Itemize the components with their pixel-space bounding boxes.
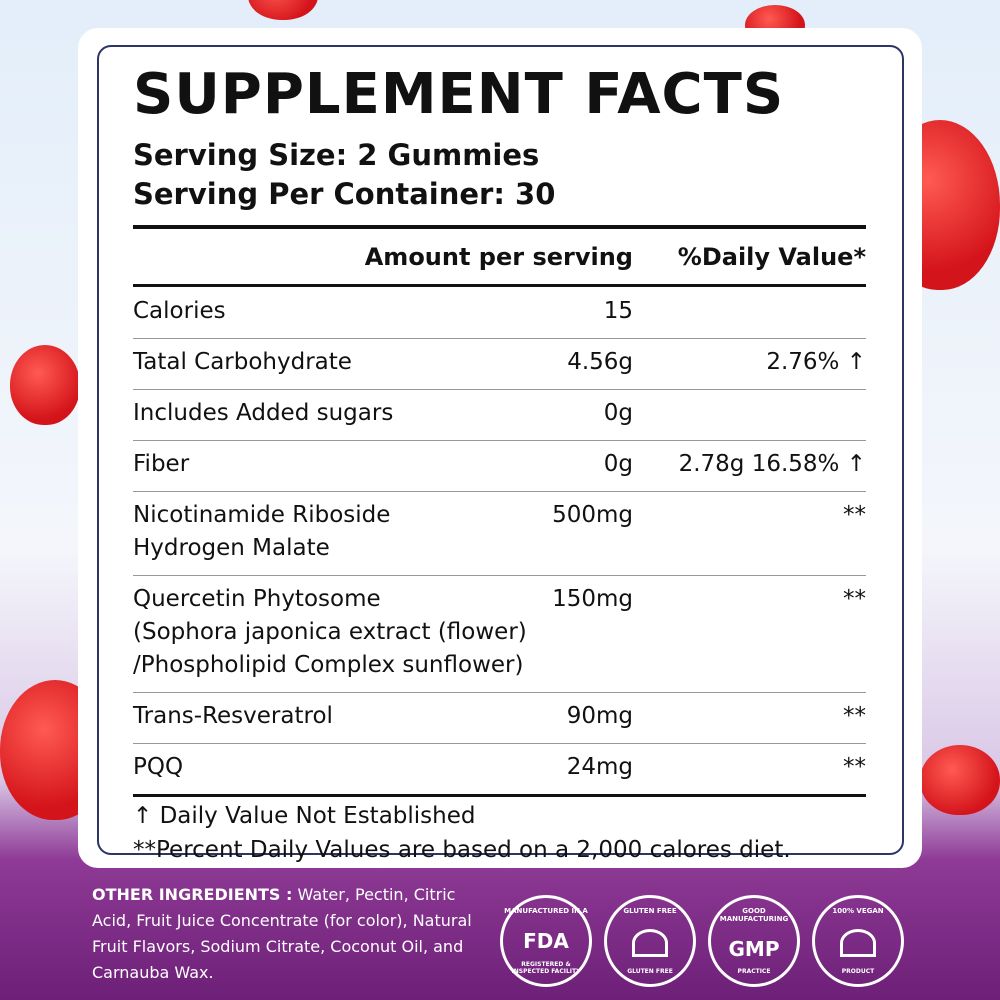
badge-bottom: REGISTERED & INSPECTED FACILITY: [511, 961, 581, 975]
rule: [133, 389, 866, 390]
rule: [133, 440, 866, 441]
amount: 0g: [603, 451, 633, 477]
rule: [133, 225, 866, 229]
badge-center: GMP: [728, 937, 780, 961]
daily-value: **: [843, 586, 866, 612]
title: SUPPLEMENT FACTS: [133, 62, 785, 127]
amount: 90mg: [566, 703, 633, 729]
daily-value: **: [843, 703, 866, 729]
daily-value: **: [843, 754, 866, 780]
ingredient-name: Nicotinamide Riboside: [133, 502, 391, 528]
badge-top: GOOD MANUFACTURING: [719, 907, 789, 923]
badge: MANUFACTURED IN A FDA REGISTERED & INSPECT…: [500, 895, 592, 987]
daily-value: 2.76% ↑: [766, 349, 866, 375]
amount: 15: [603, 298, 633, 324]
badge-top: MANUFACTURED IN A: [504, 907, 588, 915]
daily-value: 2.78g 16.58% ↑: [678, 451, 866, 477]
badge: GLUTEN FREE GLUTEN FREE: [604, 895, 696, 987]
amount: 150mg: [552, 586, 633, 612]
badge-bottom: GLUTEN FREE: [627, 968, 673, 975]
rule: [133, 575, 866, 576]
ingredient-name: Calories: [133, 298, 226, 324]
facts-frame: [97, 45, 904, 855]
rule: [133, 743, 866, 744]
badge-center: FDA: [523, 929, 569, 953]
badge: GOOD MANUFACTURING GMP PRACTICE: [708, 895, 800, 987]
rule: [133, 692, 866, 693]
amount: 24mg: [566, 754, 633, 780]
ingredient-name: PQQ: [133, 754, 184, 780]
ingredient-name: (Sophora japonica extract (flower): [133, 619, 527, 645]
rule: [133, 794, 866, 797]
servings-per-container: Serving Per Container: 30: [133, 177, 556, 211]
badge-icon: [632, 929, 668, 957]
daily-value: **: [843, 502, 866, 528]
amount: 500mg: [552, 502, 633, 528]
strawberry: [920, 745, 1000, 815]
footnote: ↑ Daily Value Not Established: [133, 803, 476, 829]
badge-bottom: PRACTICE: [737, 968, 771, 975]
badge-bottom: PRODUCT: [841, 968, 875, 975]
ingredient-name: /Phospholipid Complex sunflower): [133, 652, 524, 678]
rule: [133, 338, 866, 339]
badge-top: GLUTEN FREE: [623, 907, 677, 915]
ingredient-name: Tatal Carbohydrate: [133, 349, 352, 375]
serving-size: Serving Size: 2 Gummies: [133, 138, 540, 172]
header-amount: Amount per serving: [364, 243, 633, 271]
facts-card: [78, 28, 922, 868]
ingredient-name: Includes Added sugars: [133, 400, 394, 426]
badge-top: 100% VEGAN: [832, 907, 884, 915]
other-ingredients-text: Water, Pectin, Citric Acid, Fruit Juice …: [92, 885, 472, 982]
other-ingredients: OTHER INGREDIENTS : Water, Pectin, Citri…: [92, 882, 472, 986]
amount: 4.56g: [567, 349, 633, 375]
other-ingredients-label: OTHER INGREDIENTS :: [92, 885, 293, 904]
strawberry: [248, 0, 318, 20]
footnote: **Percent Daily Values are based on a 2,…: [133, 837, 791, 863]
header-daily-value: %Daily Value*: [677, 243, 866, 271]
badge: 100% VEGAN PRODUCT: [812, 895, 904, 987]
amount: 0g: [603, 400, 633, 426]
ingredient-name: Quercetin Phytosome: [133, 586, 381, 612]
rule: [133, 491, 866, 492]
strawberry: [10, 345, 80, 425]
ingredient-name: Hydrogen Malate: [133, 535, 330, 561]
ingredient-name: Trans-Resveratrol: [133, 703, 333, 729]
ingredient-name: Fiber: [133, 451, 190, 477]
badge-icon: [840, 929, 876, 957]
rule: [133, 284, 866, 287]
